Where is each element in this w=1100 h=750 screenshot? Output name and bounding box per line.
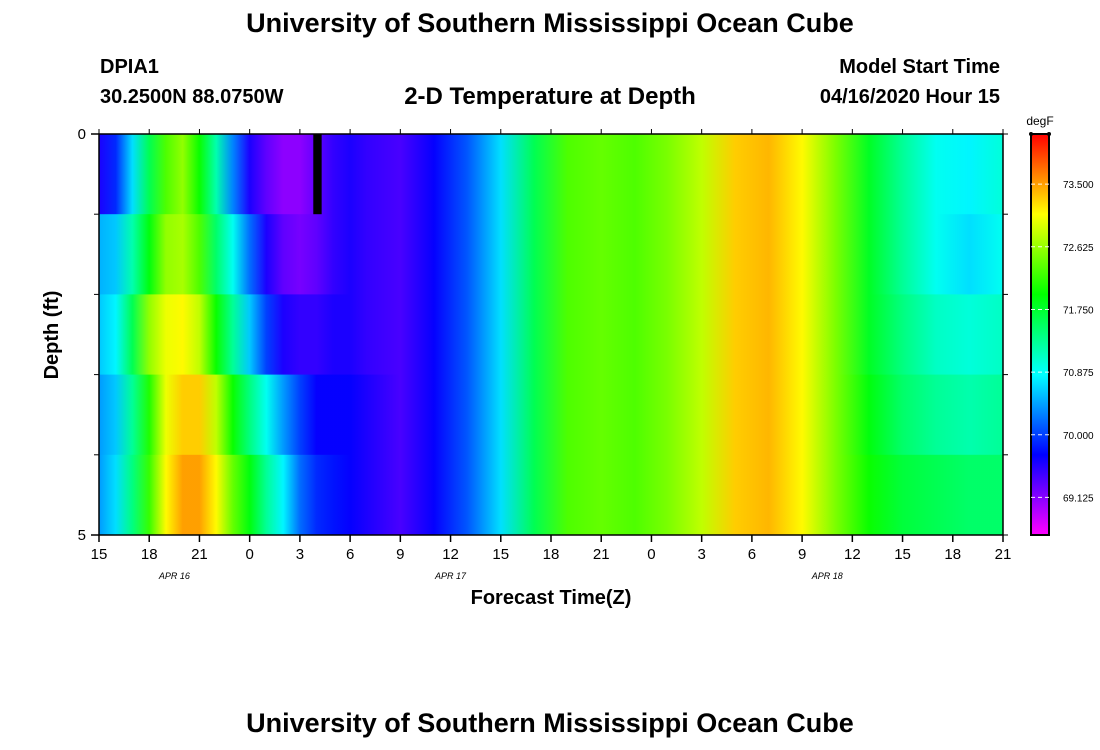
x-axis-title: Forecast Time(Z)	[471, 587, 632, 609]
x-tick-label: 15	[91, 546, 108, 563]
x-tick-label: 6	[748, 546, 756, 563]
page-title: University of Southern Mississippi Ocean…	[246, 8, 854, 38]
colorbar-tick-label: 70.875	[1063, 368, 1094, 379]
colorbar-tick-label: 73.500	[1063, 180, 1094, 191]
heatmap-depth-band	[99, 134, 1003, 215]
date-label: APR 18	[811, 571, 843, 581]
x-tick-label: 9	[798, 546, 806, 563]
station-id: DPIA1	[100, 56, 159, 78]
heatmap-layer	[99, 134, 1003, 536]
x-tick-label: 21	[593, 546, 610, 563]
x-tick-label: 3	[697, 546, 705, 563]
x-tick-label: 0	[245, 546, 253, 563]
model-start-label: Model Start Time	[839, 56, 1000, 78]
date-label: APR 16	[158, 571, 190, 581]
colorbar-tick-label: 70.000	[1063, 431, 1094, 442]
y-tick-label: 0	[78, 126, 86, 143]
x-tick-label: 18	[543, 546, 560, 563]
colorbar-corner-dot	[1047, 132, 1051, 136]
x-tick-label: 18	[141, 546, 158, 563]
footer-title: University of Southern Mississippi Ocean…	[246, 708, 854, 738]
date-label: APR 17	[434, 571, 467, 581]
x-tick-label: 21	[191, 546, 208, 563]
heatmap-depth-band	[99, 454, 1003, 536]
colorbar-tick-label: 71.750	[1063, 305, 1094, 316]
colorbar-gradient	[1030, 133, 1050, 536]
colorbar-tick-label: 69.125	[1063, 493, 1094, 504]
x-tick-label: 0	[647, 546, 655, 563]
colorbar-units-label: degF	[1026, 114, 1053, 128]
y-tick-label: 5	[78, 527, 86, 544]
x-tick-label: 21	[995, 546, 1012, 563]
x-tick-label: 3	[296, 546, 304, 563]
x-tick-label: 12	[442, 546, 459, 563]
x-tick-label: 6	[346, 546, 354, 563]
x-tick-label: 18	[944, 546, 961, 563]
colorbar-tick-label: 72.625	[1063, 243, 1094, 254]
x-tick-label: 12	[844, 546, 861, 563]
heatmap-depth-band	[99, 374, 1003, 456]
colorbar: degF 69.125 70.000 70.875 71.750 72.625 73.500	[1026, 114, 1094, 536]
missing-data-marker	[313, 134, 322, 215]
x-tick-label: 15	[492, 546, 509, 563]
plot-title: 2-D Temperature at Depth	[404, 83, 696, 110]
x-tick-label: 15	[894, 546, 911, 563]
model-start-value: 04/16/2020 Hour 15	[819, 86, 1000, 108]
heatmap-depth-band	[99, 294, 1003, 376]
station-coordinates: 30.2500N 88.0750W	[100, 86, 284, 108]
x-tick-label: 9	[396, 546, 404, 563]
heatmap-depth-band	[99, 214, 1003, 295]
y-axis-title: Depth (ft)	[41, 291, 63, 380]
colorbar-corner-dot	[1029, 132, 1033, 136]
